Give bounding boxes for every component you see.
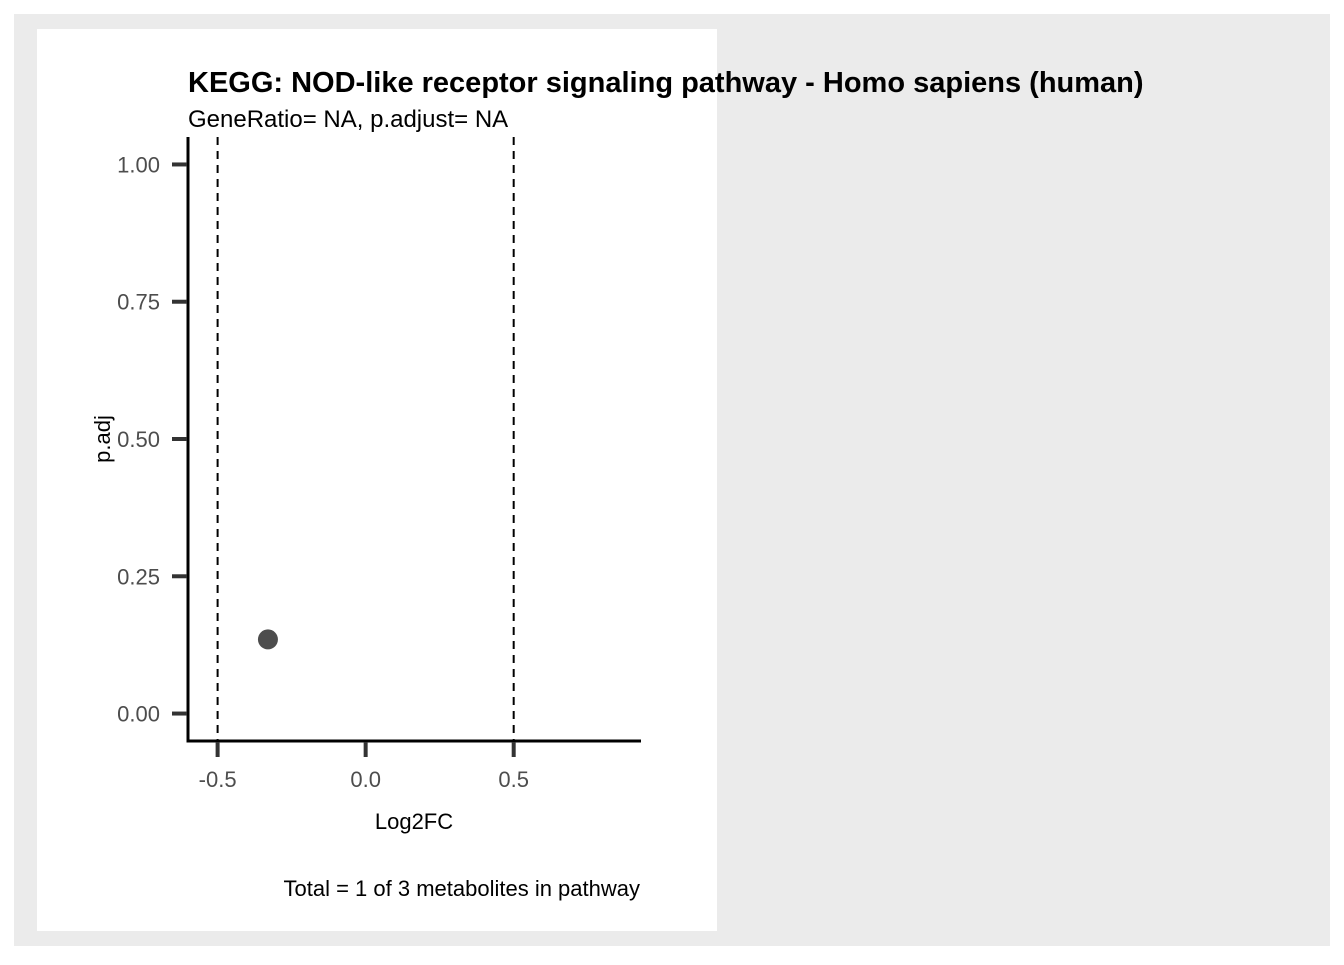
y-tick-label: 1.00	[117, 152, 160, 177]
data-point	[257, 629, 278, 650]
y-tick-label: 0.25	[117, 564, 160, 589]
y-tick-label: 0.00	[117, 702, 160, 727]
x-tick-label: -0.5	[199, 767, 237, 792]
y-tick-label: 0.50	[117, 427, 160, 452]
reference-lines	[216, 137, 515, 741]
chart-subtitle: GeneRatio= NA, p.adjust= NA	[188, 106, 508, 133]
y-tick-label: 0.75	[117, 290, 160, 315]
data-points	[257, 629, 278, 650]
x-axis-title: Log2FC	[375, 809, 453, 834]
chart-title: KEGG: NOD-like receptor signaling pathwa…	[188, 67, 1144, 99]
y-axis-ticks: 0.00 0.25 0.50 0.75 1.00	[117, 152, 187, 727]
plot-panel-background	[37, 29, 717, 931]
chart-caption: Total = 1 of 3 metabolites in pathway	[284, 876, 641, 901]
x-axis-ticks: -0.5 0.0 0.5	[199, 742, 529, 792]
y-axis-title: p.adj	[90, 415, 115, 463]
x-tick-label: 0.0	[350, 767, 381, 792]
x-tick-label: 0.5	[498, 767, 529, 792]
